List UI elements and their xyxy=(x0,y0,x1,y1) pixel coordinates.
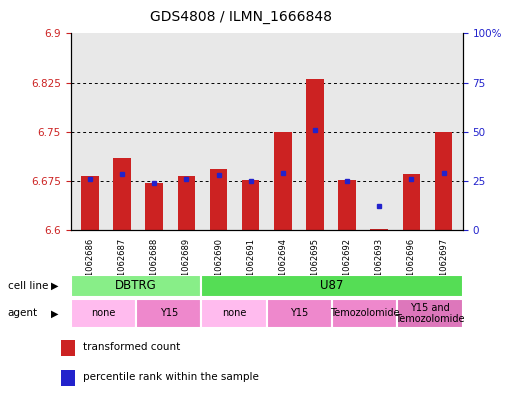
Text: Y15: Y15 xyxy=(290,309,309,318)
Bar xyxy=(61,340,74,356)
Text: DBTRG: DBTRG xyxy=(115,279,157,292)
Bar xyxy=(145,183,163,230)
Bar xyxy=(274,132,292,230)
Text: ▶: ▶ xyxy=(51,309,59,318)
Bar xyxy=(397,299,463,328)
Bar xyxy=(201,275,463,297)
Bar xyxy=(71,275,201,297)
Bar xyxy=(61,370,74,386)
Bar xyxy=(306,79,324,230)
Text: cell line: cell line xyxy=(8,281,48,291)
Bar xyxy=(332,299,397,328)
Text: U87: U87 xyxy=(321,279,344,292)
Bar xyxy=(81,176,99,230)
Text: Y15 and
Temozolomide: Y15 and Temozolomide xyxy=(395,303,465,324)
Text: agent: agent xyxy=(8,309,38,318)
Text: percentile rank within the sample: percentile rank within the sample xyxy=(84,372,259,382)
Text: none: none xyxy=(91,309,116,318)
Text: Temozolomide: Temozolomide xyxy=(330,309,400,318)
Bar xyxy=(136,299,201,328)
Bar xyxy=(71,299,136,328)
Text: transformed count: transformed count xyxy=(84,342,180,353)
Bar xyxy=(435,132,452,230)
Bar xyxy=(403,174,420,230)
Bar xyxy=(177,176,195,230)
Bar xyxy=(267,299,332,328)
Text: GDS4808 / ILMN_1666848: GDS4808 / ILMN_1666848 xyxy=(150,10,332,24)
Text: Y15: Y15 xyxy=(160,309,178,318)
Bar xyxy=(201,299,267,328)
Text: none: none xyxy=(222,309,246,318)
Bar xyxy=(370,229,388,230)
Bar xyxy=(242,180,259,230)
Bar xyxy=(210,169,228,230)
Bar xyxy=(338,180,356,230)
Bar xyxy=(113,158,131,230)
Text: ▶: ▶ xyxy=(51,281,59,291)
